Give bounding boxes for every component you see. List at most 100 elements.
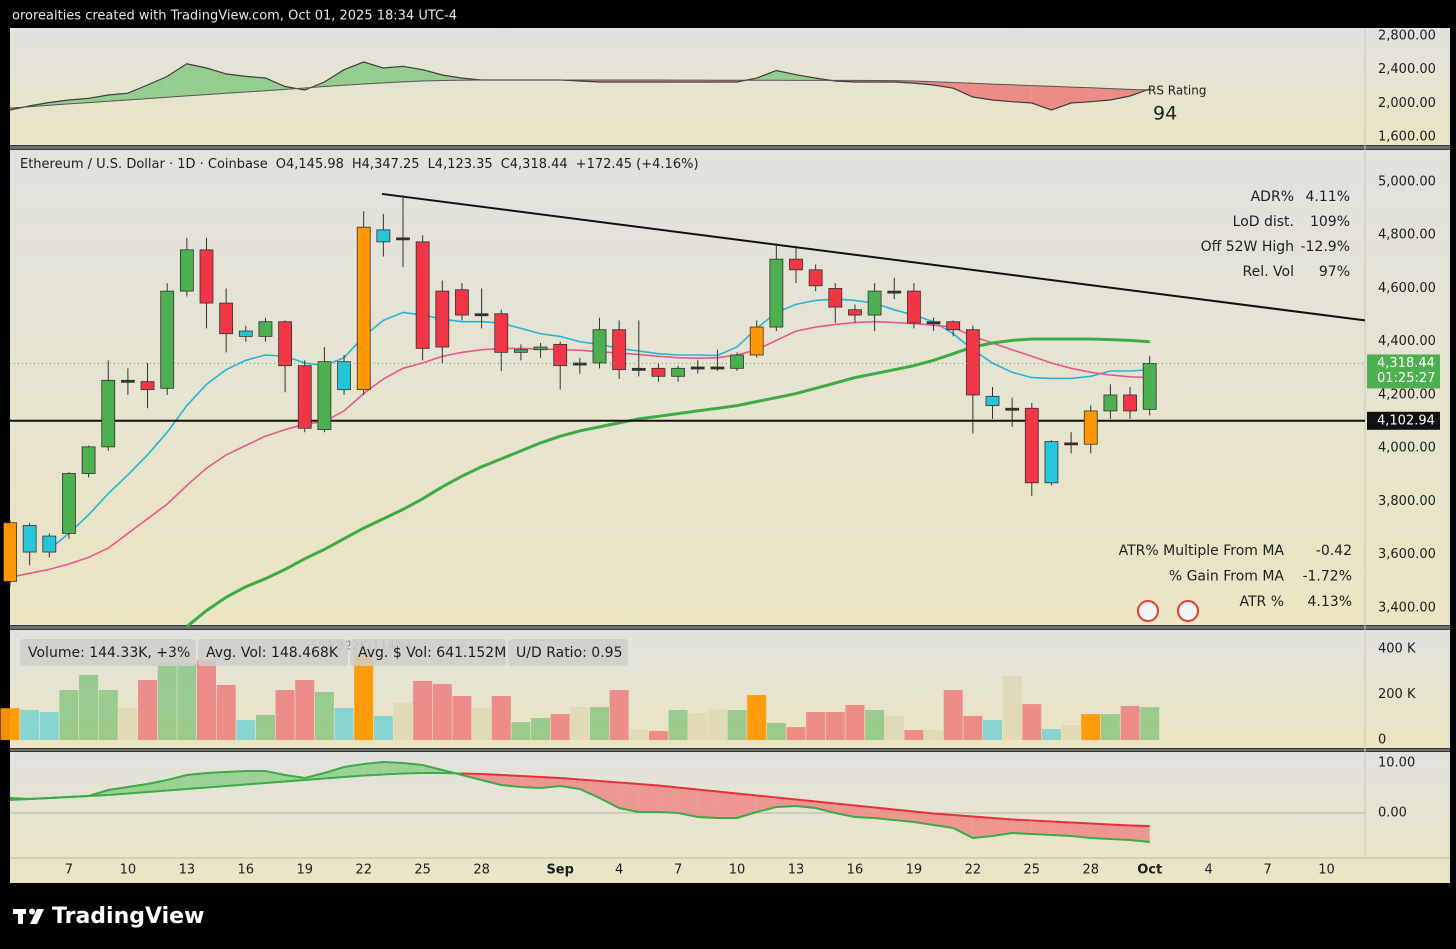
slow-line-segment (1130, 824, 1150, 827)
volume-bar (452, 695, 472, 741)
fill-band (245, 76, 266, 92)
fill-band (422, 69, 443, 81)
slow-line-segment (894, 808, 915, 813)
candle-body (572, 362, 587, 366)
slow-line-segment (1031, 819, 1052, 823)
volume-bar (216, 685, 236, 741)
candle-body (140, 381, 155, 391)
volume-label-box (20, 639, 196, 666)
flag-icons (1137, 600, 1199, 622)
legend-open: O4,145.98 (276, 157, 344, 172)
volume-bar (727, 710, 747, 741)
volume-bar (295, 680, 315, 741)
fill-band (953, 82, 973, 97)
volume-bar (668, 710, 688, 741)
rs-value: 94 (1153, 103, 1177, 125)
slow-line-segment (658, 784, 679, 789)
fill-band (697, 789, 718, 818)
volume-bar (197, 660, 216, 741)
slow-line-segment (461, 772, 482, 775)
volume-bar (609, 690, 629, 741)
ma-stat-label: ATR% Multiple From MA (1119, 543, 1285, 559)
fill-band (854, 805, 875, 818)
volume-bar (1081, 714, 1101, 741)
slow-line-segment (383, 772, 404, 776)
slow-line-segment (402, 772, 423, 775)
volume-label-box (198, 639, 348, 666)
legend-high: H4,347.25 (352, 157, 420, 172)
candle-body (1103, 394, 1118, 412)
candle-body (1083, 410, 1098, 445)
candle-body (828, 288, 843, 308)
slow-line-segment (1071, 821, 1091, 825)
x-tick-label: 19 (296, 863, 313, 878)
slow-line-segment (186, 786, 207, 790)
slow-line-segment (9, 798, 30, 801)
slow-line-segment (913, 810, 934, 815)
x-tick-label: 22 (965, 863, 982, 878)
fill-band (815, 801, 836, 813)
fill-band (540, 777, 561, 788)
volume-bar (334, 707, 354, 741)
volume-label-box (508, 639, 628, 666)
slow-line-segment (697, 788, 718, 793)
volume-bar (1022, 704, 1042, 741)
y-tick-label: 1,600.00 (1378, 130, 1436, 145)
fill-band (481, 774, 502, 785)
fill-band (913, 811, 934, 825)
x-tick-label: 28 (1082, 863, 1099, 878)
fill-band (933, 81, 954, 89)
slow-line-segment (363, 773, 384, 777)
fill-band (972, 816, 993, 838)
x-tick-label: 25 (1024, 863, 1041, 878)
candle-body (612, 329, 627, 371)
y-tick-label: 3,800.00 (1378, 494, 1436, 509)
volume-bar (177, 662, 197, 741)
candle-body (376, 229, 391, 243)
x-tick-label: 13 (788, 863, 805, 878)
fill-band (1031, 820, 1052, 835)
y-tick-label: 10.00 (1378, 756, 1415, 771)
candle-body (867, 290, 882, 316)
candle-body (926, 321, 941, 325)
slow-line-segment (304, 777, 325, 781)
volume-bar (904, 730, 924, 741)
candle-body (3, 522, 17, 582)
volume-bar (413, 680, 433, 741)
slow-line-segment (540, 776, 561, 779)
volume-bar (648, 730, 668, 741)
y-tick-label: 2,800.00 (1378, 28, 1436, 43)
fill-band (1071, 822, 1091, 838)
y-tick-label: 4,800.00 (1378, 228, 1436, 243)
slow-line-segment (638, 783, 659, 787)
fill-band (88, 95, 109, 103)
legend-change: +172.45 (+4.16%) (576, 157, 699, 172)
legend-close: C4,318.44 (501, 157, 568, 172)
fill-band (1090, 823, 1111, 839)
candle-body (514, 349, 528, 353)
fill-band (265, 78, 286, 91)
slow-line-segment (285, 779, 305, 783)
last-price-box (1367, 354, 1440, 389)
fill-band (992, 818, 1013, 836)
moving-average (185, 337, 1150, 628)
slow-line-segment (343, 774, 364, 778)
y-tick-label: 200 K (1378, 687, 1416, 702)
y-tick-label: 4,400.00 (1378, 334, 1436, 349)
x-tick-label: 28 (473, 863, 490, 878)
volume-bar (531, 717, 551, 741)
fill-band (383, 762, 403, 775)
slow-line-segment (481, 773, 502, 776)
fill-band (1051, 821, 1072, 836)
fill-band (403, 763, 423, 774)
candle-body (258, 321, 273, 337)
volume-bar (766, 722, 786, 741)
volume-bar (963, 715, 983, 741)
candle-body (1005, 407, 1020, 411)
candle-body (415, 241, 430, 349)
volume-label-box (350, 639, 506, 666)
fill-band (245, 771, 266, 785)
volume-bar (943, 690, 963, 741)
slow-line-segment (874, 806, 895, 811)
